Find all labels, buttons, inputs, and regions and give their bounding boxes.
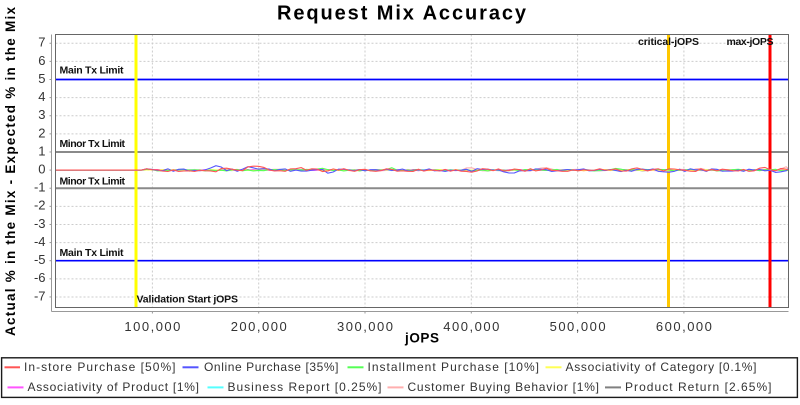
svg-text:Actual % in the Mix - Expected: Actual % in the Mix - Expected % in the … — [3, 7, 18, 336]
svg-text:300,000: 300,000 — [337, 319, 393, 334]
svg-text:-1: -1 — [34, 180, 46, 195]
svg-text:100,000: 100,000 — [124, 319, 180, 334]
svg-text:4: 4 — [38, 89, 45, 104]
svg-text:600,000: 600,000 — [656, 319, 712, 334]
svg-text:In-store Purchase [50%]: In-store Purchase [50%] — [24, 360, 176, 374]
svg-text:Business Report [0.25%]: Business Report [0.25%] — [228, 380, 382, 394]
svg-text:1: 1 — [38, 143, 45, 158]
svg-text:Online Purchase [35%]: Online Purchase [35%] — [204, 360, 339, 374]
svg-text:3: 3 — [38, 107, 45, 122]
svg-text:400,000: 400,000 — [443, 319, 499, 334]
svg-text:5: 5 — [38, 71, 45, 86]
svg-text:-6: -6 — [34, 270, 46, 285]
svg-text:2: 2 — [38, 125, 45, 140]
svg-text:-2: -2 — [34, 198, 46, 213]
svg-text:Main Tx Limit: Main Tx Limit — [60, 247, 125, 259]
svg-text:Main Tx Limit: Main Tx Limit — [60, 65, 125, 77]
svg-text:max-jOPS: max-jOPS — [727, 36, 774, 48]
svg-text:jOPS: jOPS — [404, 331, 439, 346]
svg-text:critical-jOPS: critical-jOPS — [638, 36, 699, 48]
svg-text:-3: -3 — [34, 216, 46, 231]
svg-text:Request Mix Accuracy: Request Mix Accuracy — [277, 3, 527, 25]
svg-text:Minor Tx Limit: Minor Tx Limit — [60, 175, 126, 187]
svg-text:Associativity of Product [1%]: Associativity of Product [1%] — [28, 380, 200, 394]
svg-text:200,000: 200,000 — [231, 319, 287, 334]
svg-text:-7: -7 — [34, 288, 46, 303]
svg-text:Validation Start jOPS: Validation Start jOPS — [137, 293, 239, 305]
svg-text:7: 7 — [38, 35, 45, 50]
svg-text:Product Return [2.65%]: Product Return [2.65%] — [625, 380, 772, 394]
svg-text:0: 0 — [38, 162, 45, 177]
svg-text:-4: -4 — [34, 234, 46, 249]
svg-text:Minor Tx Limit: Minor Tx Limit — [60, 138, 126, 150]
svg-text:-5: -5 — [34, 252, 46, 267]
svg-text:6: 6 — [38, 53, 45, 68]
svg-text:Associativity of Category [0.1: Associativity of Category [0.1%] — [566, 360, 757, 374]
svg-text:500,000: 500,000 — [550, 319, 606, 334]
svg-text:Installment Purchase [10%]: Installment Purchase [10%] — [368, 360, 540, 374]
svg-text:Customer Buying Behavior [1%]: Customer Buying Behavior [1%] — [408, 380, 600, 394]
